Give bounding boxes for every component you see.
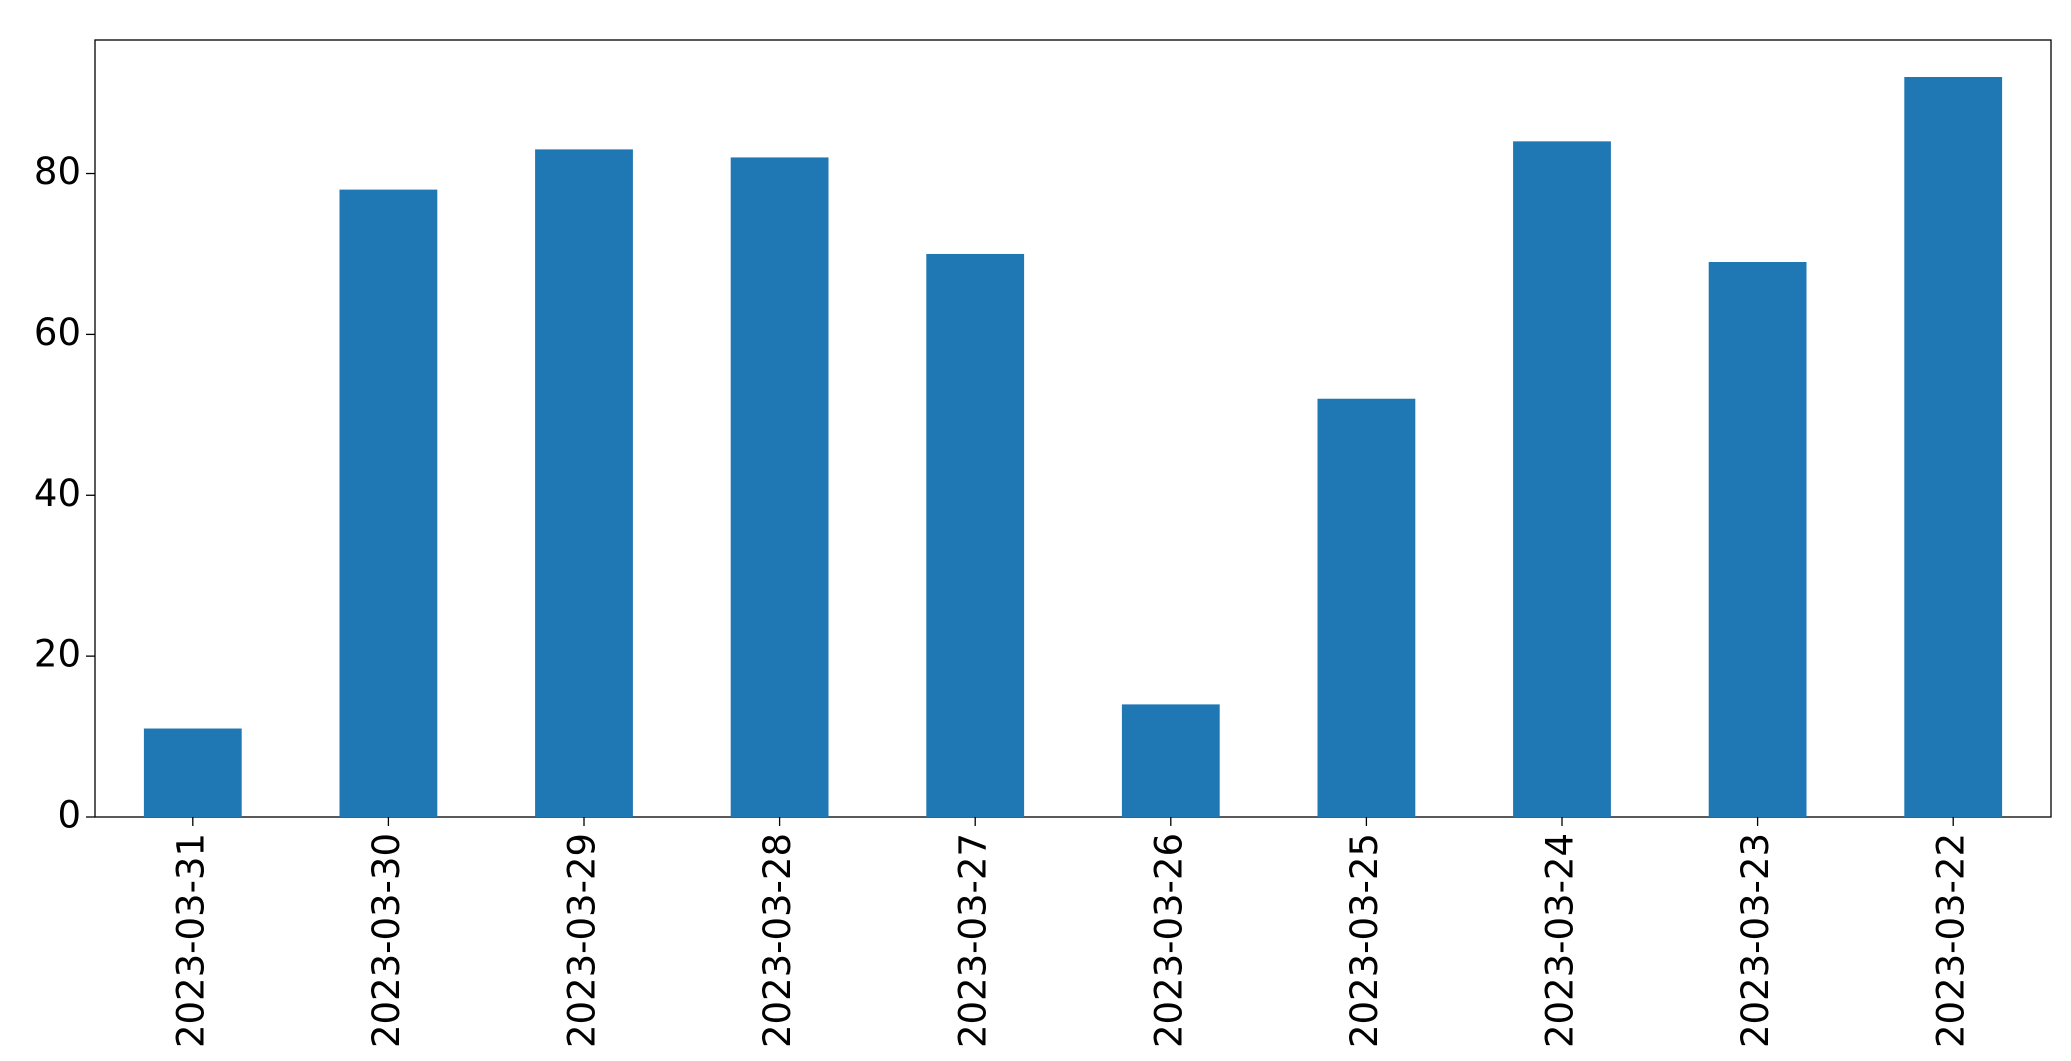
x-tick-label: 2023-03-31 <box>169 833 212 1048</box>
y-tick-label: 40 <box>34 472 81 515</box>
bar <box>1121 704 1220 817</box>
bar <box>1708 262 1807 817</box>
x-tick-label: 2023-03-30 <box>365 833 408 1048</box>
x-tick-label: 2023-03-22 <box>1930 833 1973 1048</box>
bar <box>535 149 633 818</box>
bar <box>339 189 438 817</box>
x-tick-label: 2023-03-25 <box>1343 833 1386 1048</box>
bar <box>730 157 829 817</box>
bar <box>1904 77 2003 817</box>
bar <box>926 253 1025 817</box>
bar <box>1513 141 1611 817</box>
x-tick-label: 2023-03-24 <box>1539 833 1582 1048</box>
bar <box>143 728 242 817</box>
x-tick-label: 2023-03-27 <box>952 833 995 1048</box>
y-tick-label: 60 <box>34 311 81 354</box>
x-tick-label: 2023-03-28 <box>756 833 799 1048</box>
y-tick-label: 0 <box>57 794 81 837</box>
bar <box>1317 398 1416 817</box>
x-tick-label: 2023-03-29 <box>561 833 604 1048</box>
x-tick-label: 2023-03-26 <box>1147 833 1190 1048</box>
y-tick-label: 20 <box>34 633 81 676</box>
y-tick-label: 80 <box>34 150 81 193</box>
x-tick-label: 2023-03-23 <box>1734 833 1777 1048</box>
plot-frame <box>94 39 2052 818</box>
